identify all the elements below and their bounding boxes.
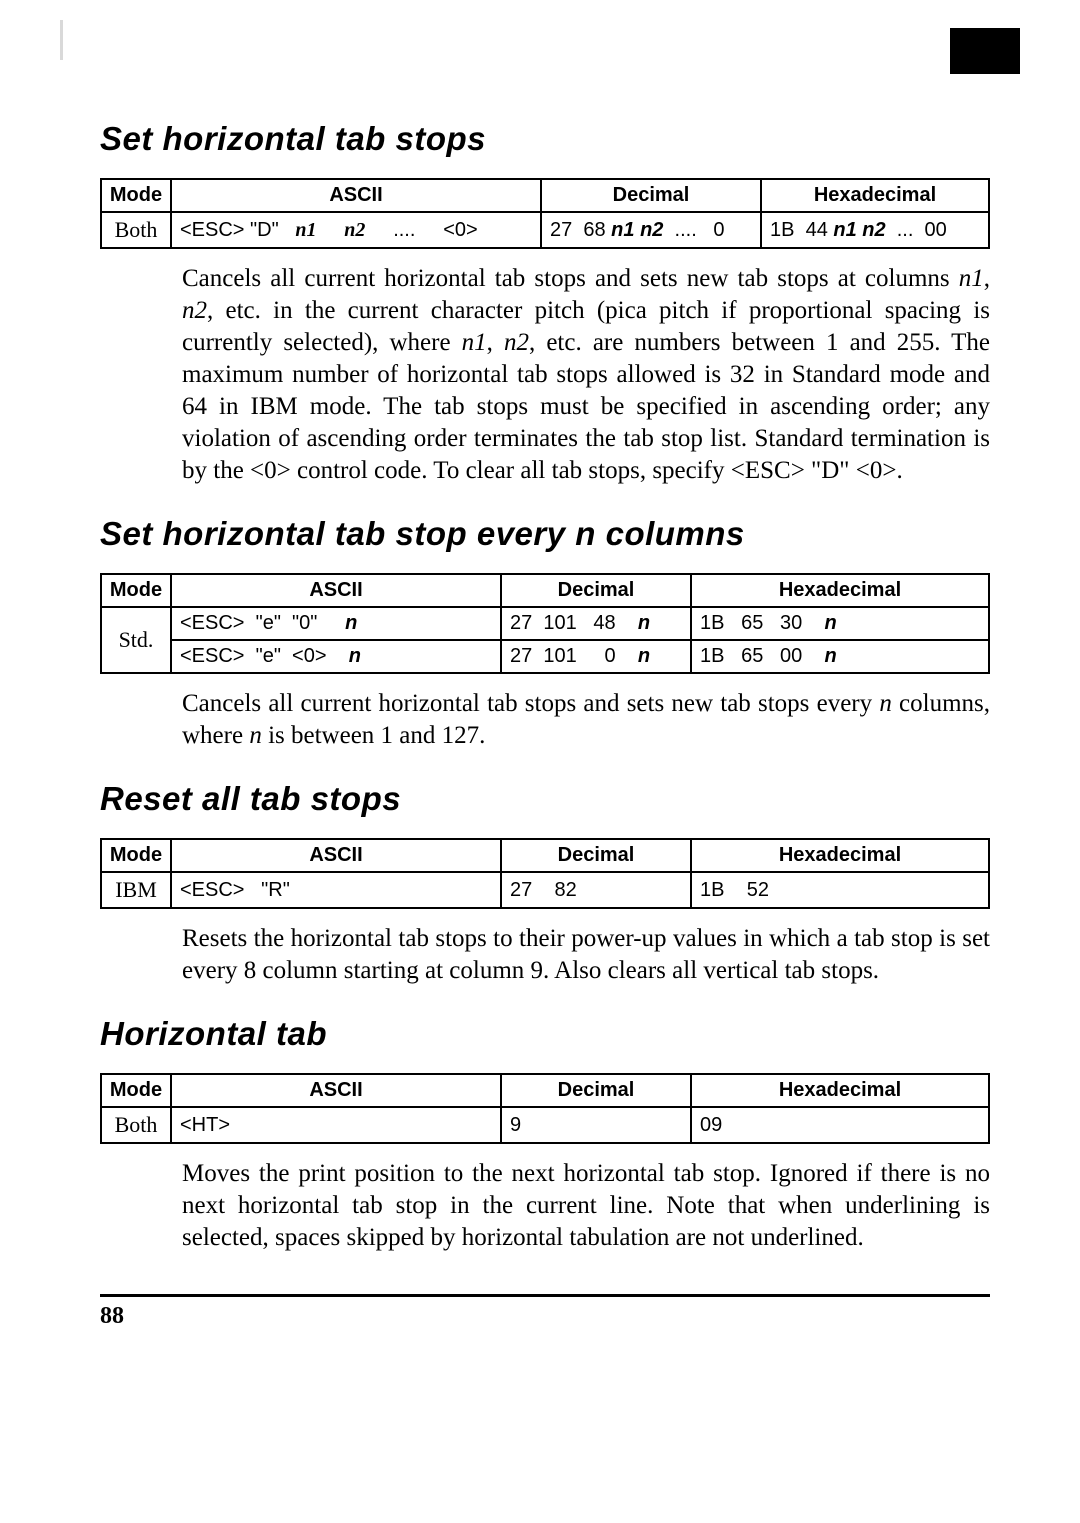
table-row: IBM <ESC> "R" 27 82 1B 52 xyxy=(101,872,989,908)
cell-decimal: 27 101 48 n xyxy=(501,607,691,640)
cell-hex: 1B 44 n1 n2 ... 00 xyxy=(761,212,989,248)
table-row: Both <ESC> "D" n1 n2 .... <0> 27 68 n1 n… xyxy=(101,212,989,248)
cell-mode: Both xyxy=(101,1107,171,1143)
cell-mode: IBM xyxy=(101,872,171,908)
cell-ascii: <ESC> "R" xyxy=(171,872,501,908)
th-mode: Mode xyxy=(101,574,171,607)
th-ascii: ASCII xyxy=(171,574,501,607)
cell-ascii: <ESC> "D" n1 n2 .... <0> xyxy=(171,212,541,248)
command-table-4: Mode ASCII Decimal Hexadecimal Both <HT>… xyxy=(100,1073,990,1144)
th-hex: Hexadecimal xyxy=(761,179,989,212)
command-table-2: Mode ASCII Decimal Hexadecimal Std. <ESC… xyxy=(100,573,990,674)
th-mode: Mode xyxy=(101,179,171,212)
section-title-set-horizontal-tab-stops: Set horizontal tab stops xyxy=(100,120,990,158)
th-ascii: ASCII xyxy=(171,1074,501,1107)
cell-decimal: 27 82 xyxy=(501,872,691,908)
cell-ascii: <HT> xyxy=(171,1107,501,1143)
th-mode: Mode xyxy=(101,839,171,872)
cell-mode: Std. xyxy=(101,607,171,673)
scan-artifact-mark xyxy=(60,20,63,60)
th-hex: Hexadecimal xyxy=(691,1074,989,1107)
footer-rule xyxy=(100,1294,990,1297)
th-hex: Hexadecimal xyxy=(691,574,989,607)
table-row: <ESC> "e" <0> n 27 101 0 n 1B 65 00 n xyxy=(101,640,989,673)
cell-decimal: 27 68 n1 n2 .... 0 xyxy=(541,212,761,248)
th-ascii: ASCII xyxy=(171,839,501,872)
table-row: Std. <ESC> "e" "0" n 27 101 48 n 1B 65 3… xyxy=(101,607,989,640)
cell-mode: Both xyxy=(101,212,171,248)
th-decimal: Decimal xyxy=(541,179,761,212)
section-description-3: Resets the horizontal tab stops to their… xyxy=(182,923,990,987)
cell-hex: 09 xyxy=(691,1107,989,1143)
th-decimal: Decimal xyxy=(501,1074,691,1107)
th-hex: Hexadecimal xyxy=(691,839,989,872)
th-mode: Mode xyxy=(101,1074,171,1107)
command-table-1: Mode ASCII Decimal Hexadecimal Both <ESC… xyxy=(100,178,990,249)
cell-hex: 1B 52 xyxy=(691,872,989,908)
section-description-4: Moves the print position to the next hor… xyxy=(182,1158,990,1254)
cell-decimal: 27 101 0 n xyxy=(501,640,691,673)
th-ascii: ASCII xyxy=(171,179,541,212)
th-decimal: Decimal xyxy=(501,839,691,872)
section-description-2: Cancels all current horizontal tab stops… xyxy=(182,688,990,752)
command-table-3: Mode ASCII Decimal Hexadecimal IBM <ESC>… xyxy=(100,838,990,909)
page-number: 88 xyxy=(100,1303,990,1330)
section-title-reset-all-tab-stops: Reset all tab stops xyxy=(100,780,990,818)
cell-hex: 1B 65 00 n xyxy=(691,640,989,673)
table-row: Both <HT> 9 09 xyxy=(101,1107,989,1143)
section-description-1: Cancels all current horizontal tab stops… xyxy=(182,263,990,487)
section-title-horizontal-tab: Horizontal tab xyxy=(100,1015,990,1053)
cell-decimal: 9 xyxy=(501,1107,691,1143)
cell-ascii: <ESC> "e" <0> n xyxy=(171,640,501,673)
cell-ascii: <ESC> "e" "0" n xyxy=(171,607,501,640)
th-decimal: Decimal xyxy=(501,574,691,607)
cell-hex: 1B 65 30 n xyxy=(691,607,989,640)
corner-black-square xyxy=(950,28,1020,74)
section-title-set-tab-every-n: Set horizontal tab stop every n columns xyxy=(100,515,990,553)
